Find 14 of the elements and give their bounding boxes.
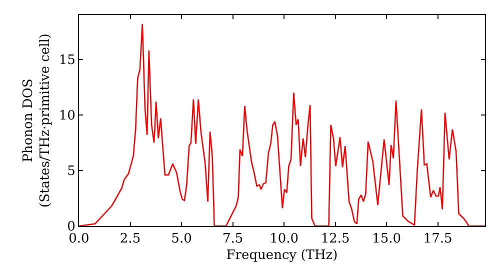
x-tick-label: 12.5 [320,232,350,247]
x-tick-label: 0.0 [68,232,90,247]
x-tick-label: 5.0 [171,232,192,247]
x-tick-label: 10.0 [270,232,299,247]
x-axis-title: Frequency (THz) [226,248,338,264]
y-tick-label: 15 [58,52,76,68]
x-tick-label: 7.5 [222,232,244,247]
y-axis-title: Phonon DOS (States/THz·primitive cell) [20,33,53,208]
y-tick-label: 10 [58,108,76,124]
line-series [79,23,485,226]
x-tick-label: 2.5 [120,232,141,247]
x-tick-label: 15.0 [372,232,402,247]
x-tick-label: 17.5 [423,232,452,247]
y-tick-label: 5 [67,164,76,180]
